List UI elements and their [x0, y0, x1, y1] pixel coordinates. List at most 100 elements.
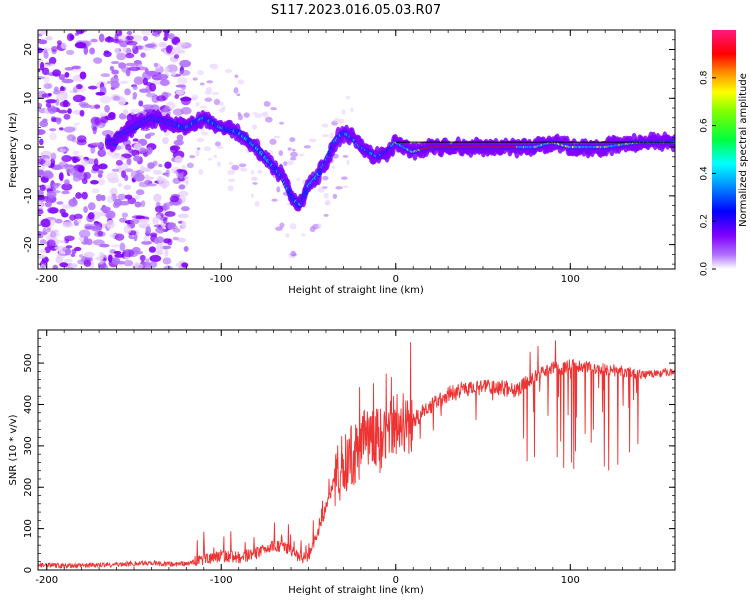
heatmap-noise-blob — [44, 201, 52, 208]
heatmap-noise-blob — [119, 200, 130, 206]
heatmap-noise-blob — [39, 249, 47, 254]
heatmap-noise-blob — [173, 54, 180, 59]
heatmap-noise-blob — [109, 65, 115, 71]
heatmap-noise-blob — [74, 42, 87, 49]
heatmap-noise-blob — [111, 257, 121, 265]
heatmap-noise-blob — [251, 176, 259, 181]
heatmap-y-axis-label: Frequency (Hz) — [8, 112, 19, 188]
heatmap-noise-blob — [63, 126, 76, 133]
heatmap-noise-blob — [106, 219, 115, 229]
heatmap-noise-blob — [118, 97, 127, 106]
heatmap-noise-blob — [250, 169, 255, 175]
heatmap-noise-blob — [142, 35, 149, 42]
snr-ytick-label: 100 — [23, 519, 34, 538]
heatmap-noise-blob — [153, 193, 162, 202]
heatmap-noise-blob — [177, 213, 189, 219]
heatmap-noise-blob — [118, 62, 127, 69]
heatmap-noise-blob — [110, 244, 120, 248]
heatmap-noise-blob — [133, 143, 143, 151]
heatmap-noise-blob — [156, 73, 169, 81]
heatmap-noise-blob — [60, 42, 67, 50]
heatmap-noise-blob — [201, 131, 209, 136]
heatmap-noise-blob — [167, 33, 175, 40]
heatmap-ridge-core — [113, 140, 119, 145]
heatmap-noise-blob — [107, 254, 113, 263]
heatmap-noise-blob — [79, 109, 85, 117]
heatmap-noise-blob — [214, 141, 221, 147]
heatmap-noise-blob — [95, 91, 106, 96]
heatmap-noise-blob — [110, 61, 120, 65]
heatmap-noise-blob — [64, 179, 70, 185]
heatmap-noise-blob — [149, 232, 158, 237]
heatmap-noise-blob — [174, 155, 183, 164]
heatmap-noise-blob — [330, 132, 334, 136]
heatmap-noise-blob — [73, 122, 80, 126]
heatmap-noise-blob — [164, 248, 169, 257]
heatmap-ytick-label: 0 — [23, 144, 34, 150]
heatmap-noise-blob — [346, 95, 351, 100]
colorbar-label: Normalized spectral amplitude — [738, 73, 749, 227]
heatmap-noise-blob — [47, 105, 57, 114]
heatmap-noise-blob — [285, 232, 290, 238]
heatmap-noise-blob — [156, 242, 164, 252]
heatmap-noise-blob — [103, 50, 110, 54]
heatmap-noise-blob — [203, 146, 212, 152]
heatmap-noise-blob — [227, 185, 234, 192]
heatmap-noise-blob — [237, 114, 243, 121]
heatmap-noise-blob — [140, 147, 147, 154]
heatmap-noise-blob — [270, 107, 277, 111]
heatmap-noise-blob — [317, 223, 322, 229]
snr-y-ticks: 0 100 200 300 400 500 — [23, 329, 675, 573]
heatmap-noise-blob — [211, 91, 220, 95]
heatmap-noise-blob — [38, 196, 46, 200]
heatmap-noise-blob — [289, 157, 297, 161]
heatmap-noise-blob — [114, 233, 125, 241]
heatmap-noise-blob — [48, 56, 57, 65]
heatmap-noise-blob — [41, 67, 50, 76]
heatmap-noise-blob — [126, 40, 138, 46]
heatmap-noise-blob — [322, 175, 329, 181]
heatmap-noise-blob — [163, 36, 168, 42]
heatmap-noise-blob — [216, 145, 224, 150]
heatmap-noise-blob — [237, 79, 245, 85]
heatmap-noise-blob — [38, 165, 46, 171]
heatmap-noise-blob — [287, 147, 292, 151]
colorbar-tick-label: 0.8 — [700, 70, 710, 85]
heatmap-noise-blob — [231, 164, 240, 171]
heatmap-noise-blob — [124, 88, 131, 96]
heatmap-noise-blob — [38, 200, 44, 210]
heatmap-noise-blob — [46, 239, 56, 248]
heatmap-noise-blob — [50, 230, 60, 238]
heatmap-noise-blob — [104, 104, 111, 113]
heatmap-noise-blob — [145, 176, 155, 180]
colorbar-tick-label: 0.4 — [700, 166, 710, 181]
heatmap-noise-blob — [254, 113, 263, 119]
heatmap-noise-blob — [56, 93, 66, 102]
heatmap-noise-blob — [75, 83, 83, 90]
heatmap-noise-blob — [43, 75, 50, 84]
heatmap-noise-blob — [171, 47, 181, 55]
heatmap-noise-blob — [49, 132, 57, 141]
heatmap-noise-blob — [138, 100, 144, 107]
heatmap-noise-blob — [125, 144, 132, 151]
snr-ytick-label: 300 — [23, 436, 34, 455]
heatmap-noise-blob — [59, 127, 64, 131]
heatmap-noise-blob — [117, 193, 127, 201]
heatmap-noise-blob — [144, 133, 152, 139]
heatmap-noise-blob — [140, 200, 146, 208]
heatmap-noise-blob — [114, 47, 120, 55]
snr-xtick-label: 100 — [561, 575, 580, 586]
heatmap-noise-blob — [158, 163, 163, 168]
heatmap-noise-blob — [66, 33, 74, 42]
heatmap-noise-blob — [176, 170, 185, 179]
figure-title: S117.2023.016.05.03.R07 — [271, 3, 441, 18]
heatmap-noise-blob — [141, 167, 151, 172]
heatmap-noise-blob — [110, 76, 119, 83]
heatmap-noise-blob — [122, 249, 135, 258]
heatmap-noise-blob — [119, 242, 126, 252]
heatmap-noise-blob — [59, 262, 69, 268]
heatmap-noise-blob — [56, 40, 62, 45]
heatmap-noise-blob — [132, 85, 138, 91]
heatmap-noise-blob — [64, 66, 74, 71]
heatmap-noise-blob — [39, 231, 48, 236]
